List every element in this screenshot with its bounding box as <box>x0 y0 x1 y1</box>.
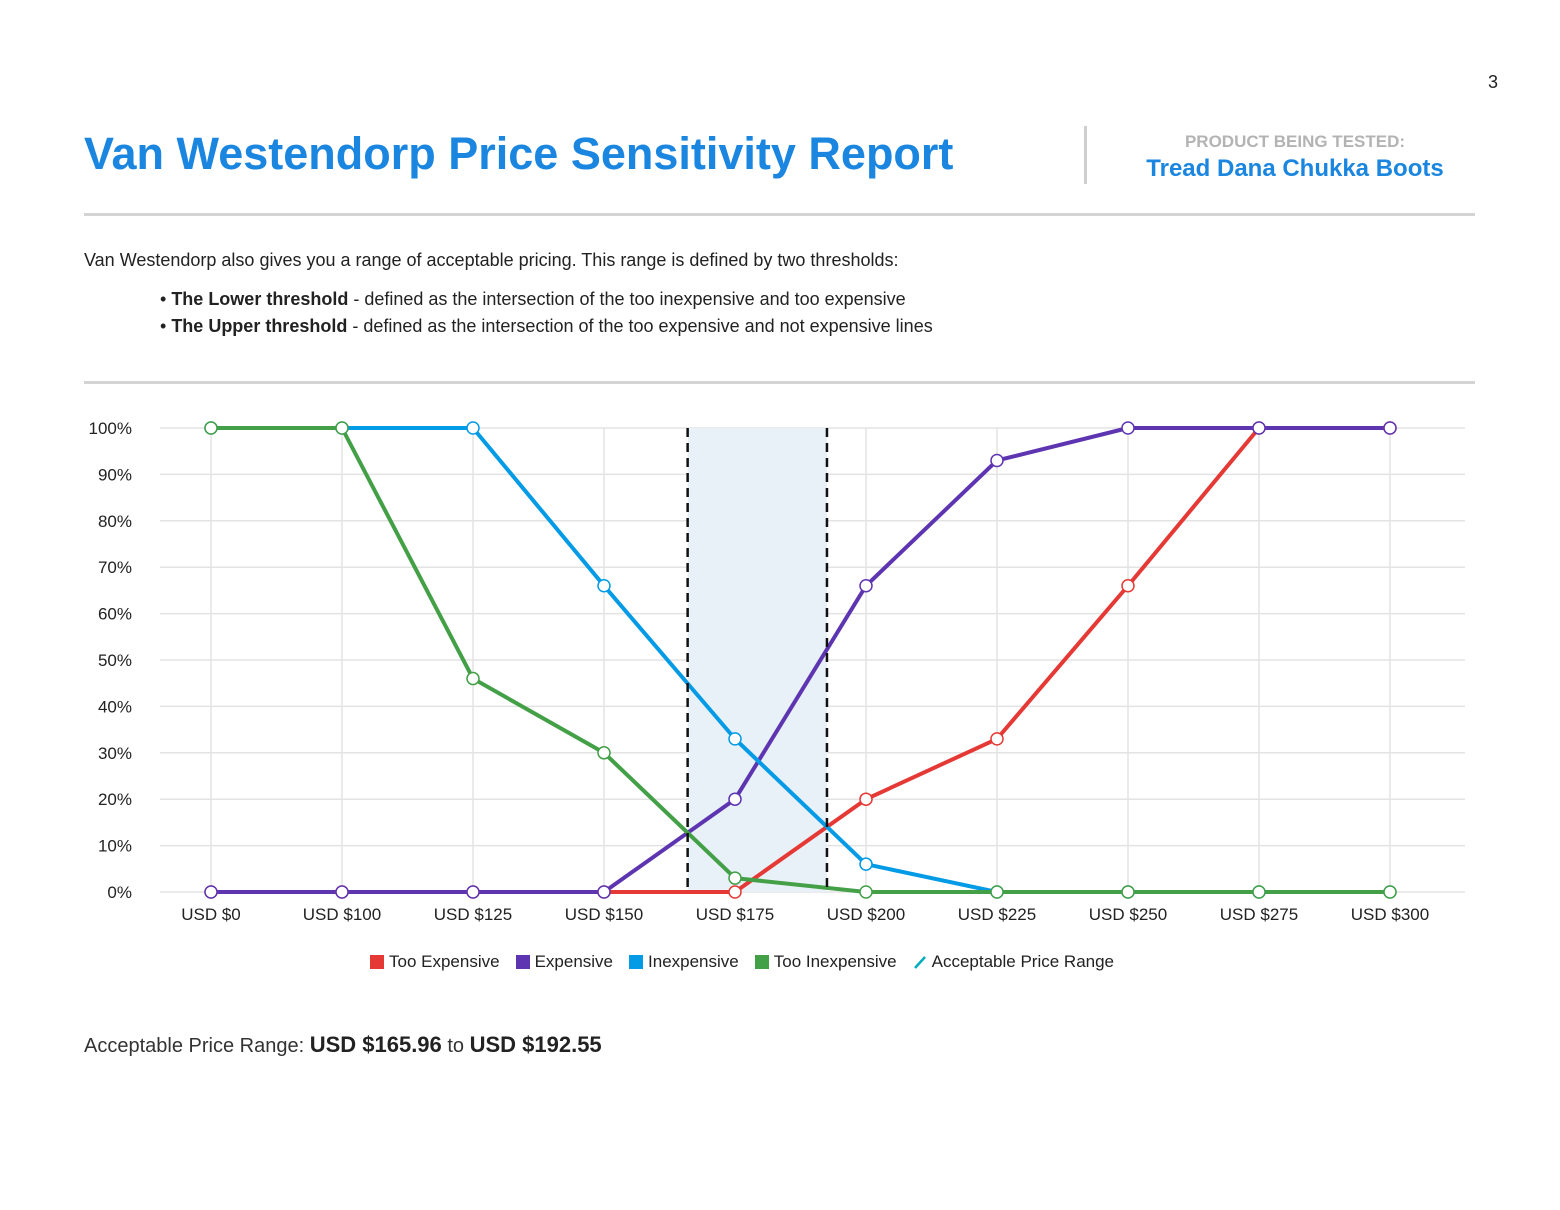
legend-item-inexpensive[interactable]: Inexpensive <box>629 952 739 972</box>
bullet-text: - defined as the intersection of the too… <box>348 289 906 309</box>
data-point <box>728 885 742 899</box>
data-point <box>859 579 873 593</box>
data-point <box>466 885 480 899</box>
x-tick-label: USD $300 <box>1351 905 1429 924</box>
acceptable-price-range-summary: Acceptable Price Range: USD $165.96 to U… <box>84 1032 602 1058</box>
data-point <box>335 885 349 899</box>
bullet-text: - defined as the intersection of the too… <box>347 316 933 336</box>
legend-swatch <box>370 955 384 969</box>
legend-label: Too Inexpensive <box>773 952 897 971</box>
data-point <box>466 671 480 686</box>
data-point <box>1121 885 1135 899</box>
price-sensitivity-chart: 0% 10% 20% 30% 40% 50% 60% 70% 80% 90% 100% USD $0 U… <box>89 419 1465 924</box>
data-point <box>204 421 218 435</box>
series-line-too-inexpensive <box>211 426 1390 894</box>
data-point <box>728 792 742 806</box>
y-tick-label: 100% <box>89 419 132 438</box>
data-point <box>990 453 1004 468</box>
legend-item-too-expensive[interactable]: Too Expensive <box>370 952 500 972</box>
data-point <box>1383 421 1397 435</box>
legend-item-acceptable-range[interactable]: Acceptable Price Range <box>913 952 1114 972</box>
x-tick-label: USD $200 <box>827 905 905 924</box>
legend-item-expensive[interactable]: Expensive <box>515 952 614 972</box>
x-tick-label: USD $150 <box>565 905 643 924</box>
header-divider <box>1084 126 1087 184</box>
legend-swatch <box>515 955 530 969</box>
data-point <box>728 871 742 885</box>
lower-price: USD $165.96 <box>309 1032 442 1057</box>
data-point <box>335 421 349 435</box>
intro-text: Van Westendorp also gives you a range of… <box>84 250 899 270</box>
x-tick-label: USD $225 <box>958 905 1036 924</box>
data-point <box>859 857 873 871</box>
divider <box>84 381 1475 384</box>
x-tick-label: USD $100 <box>303 905 381 924</box>
data-point <box>466 421 480 435</box>
legend-label: Acceptable Price Range <box>931 952 1115 971</box>
data-point <box>597 746 611 760</box>
page-number: 3 <box>1488 72 1499 92</box>
series-line-expensive <box>211 426 1390 894</box>
y-tick-label: 80% <box>98 512 132 531</box>
data-point <box>204 885 218 899</box>
data-point <box>1121 421 1135 435</box>
data-point <box>597 885 611 899</box>
y-tick-label: 90% <box>98 465 132 484</box>
x-tick-label: USD $275 <box>1220 905 1298 924</box>
x-tick-label: USD $125 <box>434 905 512 924</box>
y-tick-label: 70% <box>98 558 132 577</box>
data-point <box>990 885 1004 899</box>
y-tick-label: 40% <box>98 697 132 716</box>
legend-label: Too Expensive <box>389 952 500 971</box>
x-tick-label: USD $0 <box>181 905 241 924</box>
data-point <box>728 732 742 746</box>
data-point <box>597 579 611 593</box>
y-tick-label: 50% <box>98 651 132 670</box>
chart-legend: Too Expensive Expensive Inexpensive Too … <box>370 952 1114 972</box>
slash-icon <box>913 956 926 969</box>
y-tick-label: 30% <box>98 744 132 763</box>
bullet-lower-threshold: • The Lower threshold - defined as the i… <box>160 289 906 309</box>
divider <box>84 213 1475 216</box>
summary-to: to <box>441 1035 470 1057</box>
y-tick-label: 0% <box>107 883 132 902</box>
y-tick-label: 10% <box>98 837 132 856</box>
upper-price: USD $192.55 <box>469 1032 602 1057</box>
data-point <box>859 885 873 899</box>
legend-swatch <box>629 955 644 969</box>
bullet-title: The Lower threshold <box>171 289 349 309</box>
data-point <box>1252 421 1266 435</box>
product-label: PRODUCT BEING TESTED: <box>1184 132 1406 151</box>
page-title: Van Westendorp Price Sensitivity Report <box>84 128 954 179</box>
data-point <box>1121 579 1135 593</box>
y-tick-label: 20% <box>98 790 132 809</box>
x-tick-label: USD $175 <box>696 905 774 924</box>
x-tick-label: USD $250 <box>1089 905 1167 924</box>
summary-label: Acceptable Price Range: <box>84 1035 310 1057</box>
legend-label: Inexpensive <box>648 952 739 971</box>
data-point <box>990 732 1004 746</box>
bullet-title: The Upper threshold <box>171 316 348 336</box>
data-point <box>1252 885 1266 899</box>
product-name: Tread Dana Chukka Boots <box>1146 155 1444 182</box>
legend-swatch <box>754 955 769 969</box>
y-tick-label: 60% <box>98 605 132 624</box>
legend-item-too-inexpensive[interactable]: Too Inexpensive <box>754 952 897 972</box>
data-point <box>859 792 873 806</box>
acceptable-range-band <box>687 428 827 892</box>
bullet-upper-threshold: • The Upper threshold - defined as the i… <box>160 316 933 336</box>
legend-label: Expensive <box>534 952 614 971</box>
data-point <box>1383 885 1397 899</box>
